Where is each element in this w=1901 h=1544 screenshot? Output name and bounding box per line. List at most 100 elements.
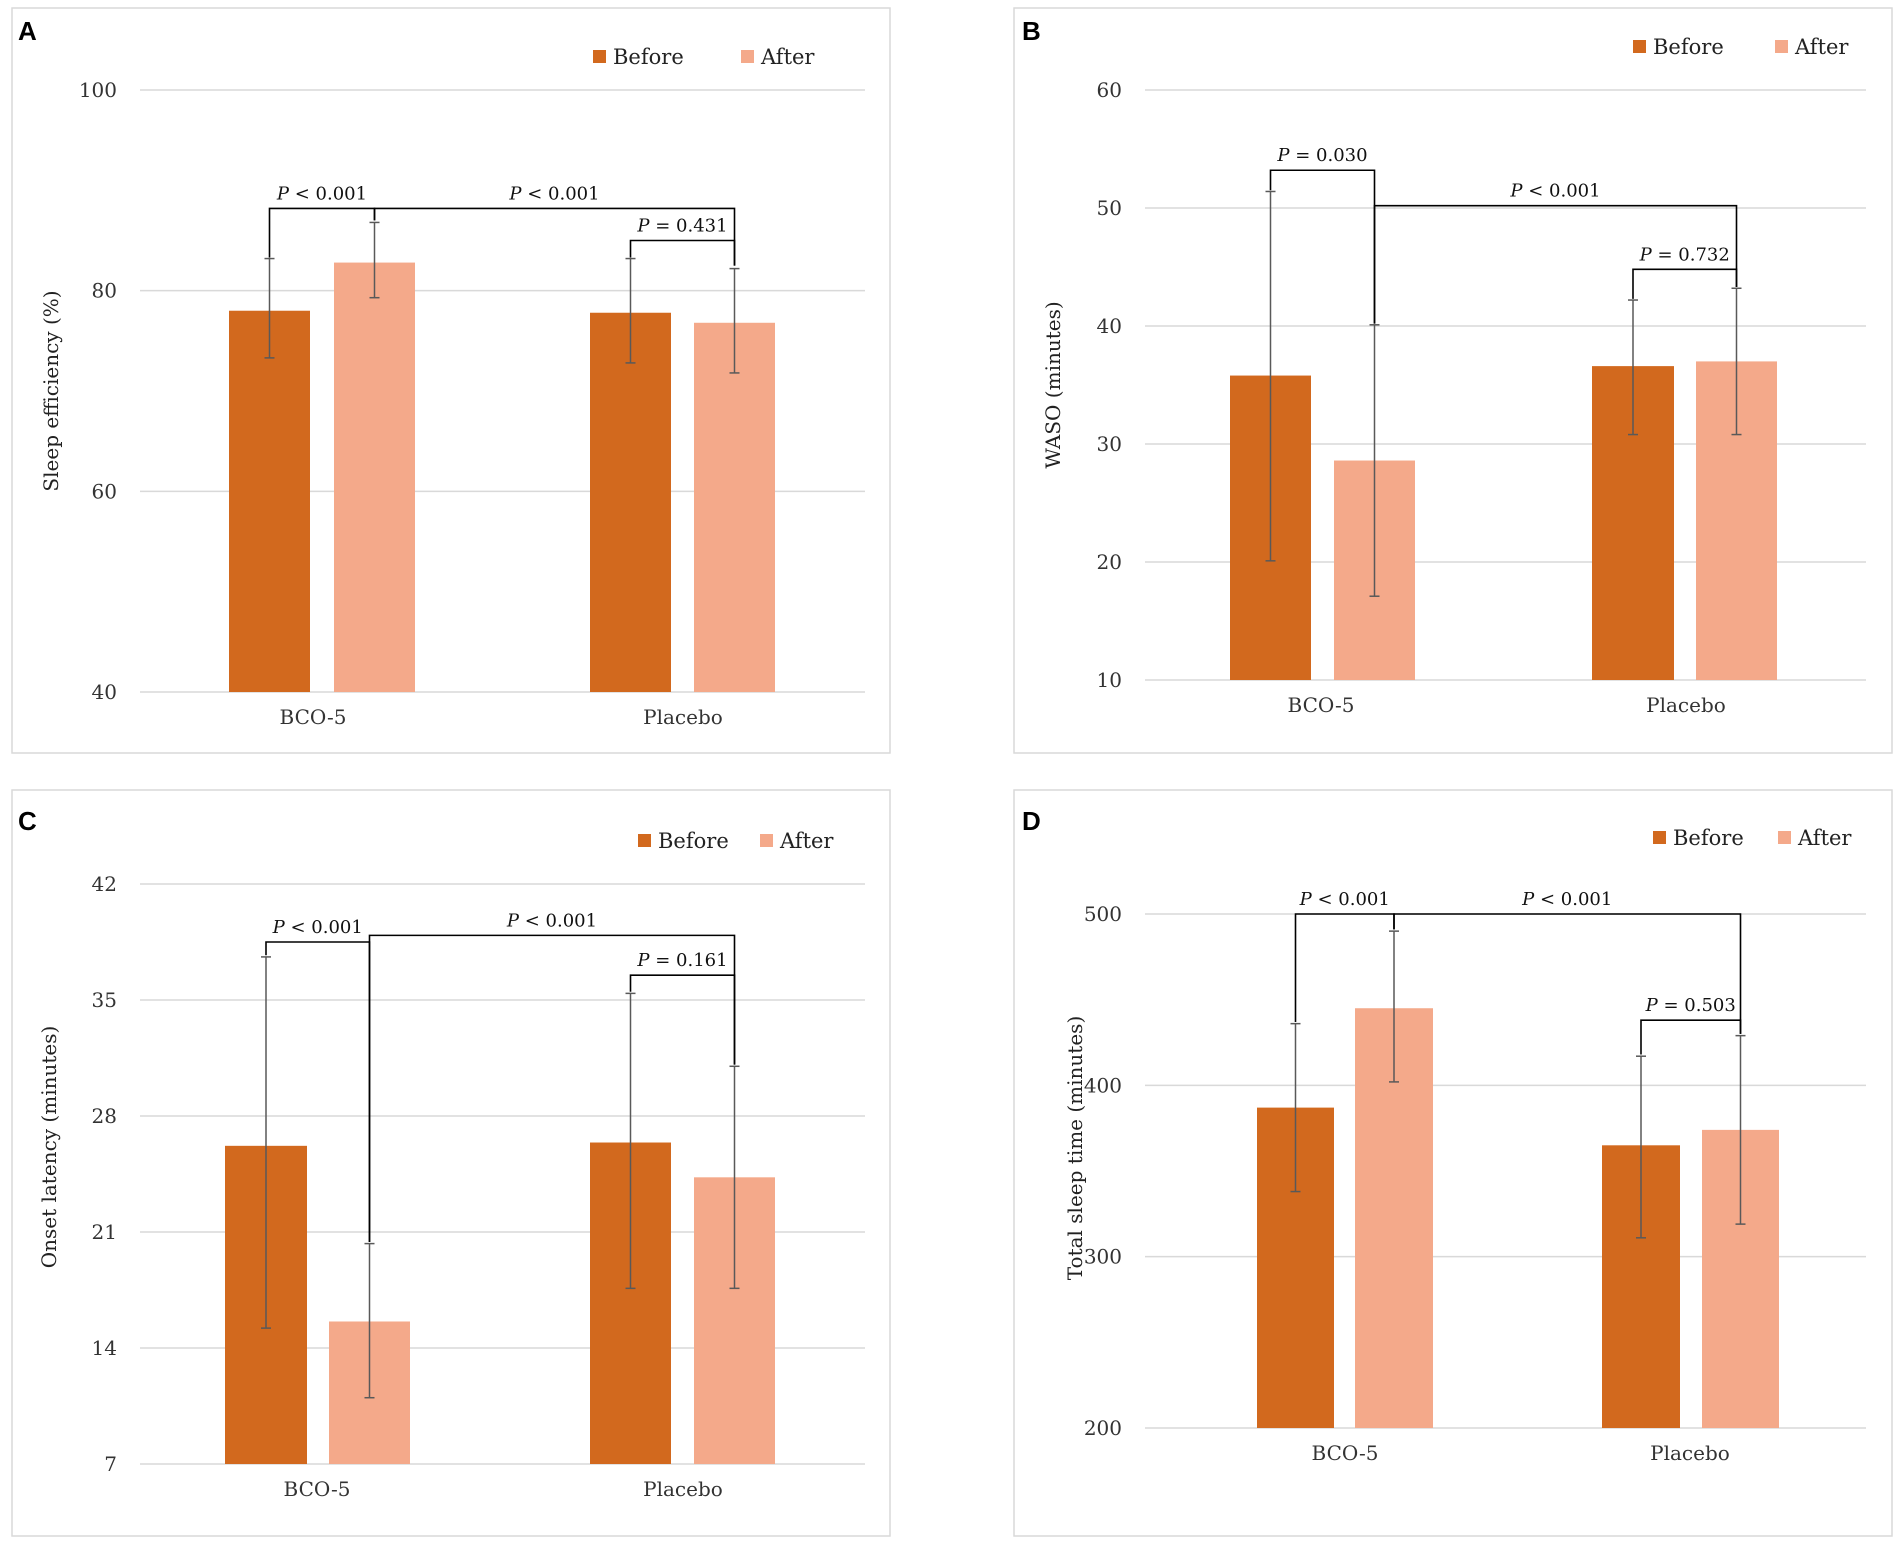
legend-label-after: After [1794, 35, 1849, 59]
significance-bracket [1640, 1019, 1742, 1055]
legend-label-before: Before [1653, 35, 1724, 59]
y-tick-label: 42 [92, 872, 117, 896]
x-tick-label: Placebo [643, 1477, 723, 1501]
panel-a: A 40 60 80 100 Sleep efficiency (%) BCO-5 Place… [11, 7, 891, 754]
y-tick-label: 35 [92, 988, 117, 1012]
legend-label-after: After [779, 829, 834, 853]
legend-label-after: After [760, 45, 815, 69]
p-value-symbol: P [1299, 889, 1313, 910]
p-value-text: < 0.001 [289, 183, 367, 204]
legend-swatch-before [638, 834, 651, 847]
y-tick-label: 20 [1097, 550, 1122, 574]
p-value-text: = 0.732 [1652, 244, 1730, 265]
bar-before [229, 310, 310, 692]
y-tick-label: 40 [1097, 314, 1122, 338]
x-tick-label: BCO-5 [280, 705, 347, 729]
significance-bracket [373, 207, 736, 266]
panel-d: D 200 300 400 500 Total sleep time (minutes) B… [1013, 789, 1893, 1537]
p-value-label: P = 0.030 [1276, 145, 1367, 166]
p-value-symbol: P [508, 183, 522, 204]
y-tick-label: 14 [92, 1336, 117, 1360]
bar-after [334, 262, 415, 692]
p-value-text: < 0.001 [519, 910, 597, 931]
p-value-label: P < 0.001 [276, 183, 367, 204]
y-tick-label: 60 [92, 479, 117, 503]
p-value-label: P < 0.001 [272, 917, 363, 938]
p-value-symbol: P [272, 917, 286, 938]
significance-bracket [629, 974, 736, 1065]
legend-swatch-after [1778, 831, 1791, 844]
y-tick-label: 300 [1084, 1245, 1122, 1269]
p-value-text: = 0.030 [1290, 145, 1368, 166]
y-tick-label: 30 [1097, 432, 1122, 456]
bar-before [590, 312, 671, 692]
legend-swatch-after [741, 50, 754, 63]
y-axis-title: Sleep efficiency (%) [39, 290, 63, 491]
p-value-text: < 0.001 [285, 917, 363, 938]
panel-letter: C [18, 806, 37, 836]
panel-letter: A [18, 16, 37, 46]
p-value-text: < 0.001 [1534, 889, 1612, 910]
p-value-symbol: P [1639, 244, 1653, 265]
p-value-label: P = 0.503 [1645, 995, 1736, 1016]
y-tick-label: 40 [92, 680, 117, 704]
p-value-label: P = 0.431 [636, 216, 727, 237]
y-tick-label: 21 [92, 1220, 117, 1244]
y-tick-label: 50 [1097, 196, 1122, 220]
p-value-label: P < 0.001 [508, 183, 599, 204]
y-tick-label: 28 [92, 1104, 117, 1128]
y-axis-title: WASO (minutes) [1041, 301, 1065, 468]
legend-swatch-before [593, 50, 606, 63]
panel-letter: D [1022, 806, 1041, 836]
significance-bracket [629, 239, 736, 266]
y-axis-title: Total sleep time (minutes) [1063, 1016, 1087, 1281]
p-value-label: P < 0.001 [1299, 889, 1390, 910]
p-value-text: = 0.431 [650, 216, 728, 237]
legend-label-before: Before [1673, 826, 1744, 850]
p-value-label: P < 0.001 [1509, 181, 1600, 202]
legend-label-before: Before [658, 829, 729, 853]
p-value-symbol: P [1276, 145, 1290, 166]
legend-swatch-before [1633, 40, 1646, 53]
legend-swatch-before [1653, 831, 1666, 844]
bar-after [694, 322, 775, 692]
y-tick-label: 10 [1097, 668, 1122, 692]
p-value-text: = 0.161 [650, 950, 728, 971]
significance-bracket [1632, 268, 1738, 299]
p-value-symbol: P [636, 216, 650, 237]
p-value-label: P < 0.001 [506, 910, 597, 931]
y-tick-label: 7 [104, 1452, 117, 1476]
p-value-text: < 0.001 [1523, 181, 1601, 202]
panel-b: B 10 20 30 40 50 60 WASO (minutes) BCO-5 Placebo P… [1013, 7, 1893, 754]
panel-letter: B [1022, 16, 1041, 46]
legend-swatch-after [1775, 40, 1788, 53]
legend-label-before: Before [613, 45, 684, 69]
x-tick-label: Placebo [1646, 693, 1726, 717]
x-tick-label: BCO-5 [1312, 1441, 1379, 1465]
p-value-text: < 0.001 [1312, 889, 1390, 910]
significance-bracket [1373, 204, 1738, 324]
significance-bracket [1393, 913, 1742, 1034]
p-value-label: P < 0.001 [1521, 889, 1612, 910]
y-tick-label: 200 [1084, 1416, 1122, 1440]
x-tick-label: Placebo [643, 705, 723, 729]
x-tick-label: Placebo [1650, 1441, 1730, 1465]
y-tick-label: 60 [1097, 78, 1122, 102]
y-axis-title: Onset latency (minutes) [37, 1026, 61, 1269]
p-value-symbol: P [276, 183, 290, 204]
p-value-symbol: P [636, 950, 650, 971]
y-tick-label: 80 [92, 279, 117, 303]
panel-c: C 7 14 21 28 35 42 Onset latency (minutes) BCO-5… [11, 789, 891, 1537]
p-value-label: P = 0.161 [636, 950, 727, 971]
legend-label-after: After [1797, 826, 1852, 850]
legend-swatch-after [760, 834, 773, 847]
p-value-text: < 0.001 [522, 183, 600, 204]
p-value-symbol: P [1509, 181, 1523, 202]
x-tick-label: BCO-5 [284, 1477, 351, 1501]
y-tick-label: 500 [1084, 902, 1122, 926]
y-tick-label: 100 [79, 78, 117, 102]
p-value-text: = 0.503 [1658, 995, 1736, 1016]
p-value-symbol: P [506, 910, 520, 931]
y-tick-label: 400 [1084, 1073, 1122, 1097]
